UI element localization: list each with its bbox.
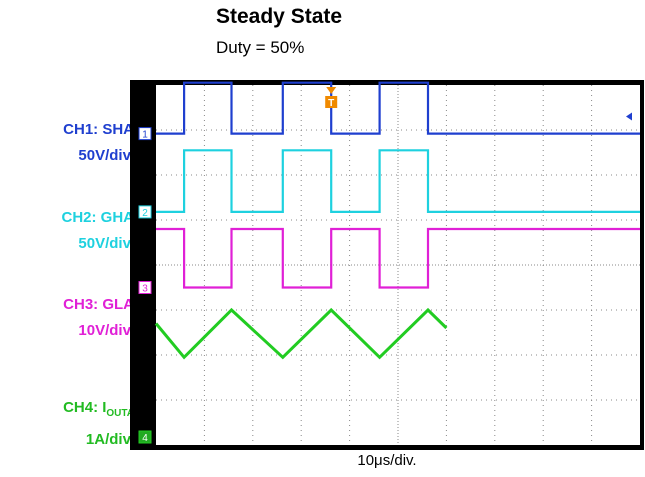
ch1-scale: 50V/div.	[78, 147, 134, 164]
ch1-level-arrow-icon	[626, 112, 632, 121]
ch2-label: CH2: GHA 50V/div.	[61, 205, 134, 257]
chart-subtitle: Duty = 50%	[216, 38, 305, 57]
ch4-name-prefix: CH4: I	[63, 399, 107, 416]
channel-markers: 1 2 3 4 T	[138, 87, 632, 444]
channel-3-marker-box	[138, 281, 152, 294]
ch4-label: CH4: IOUTA 1A/div.	[63, 395, 134, 453]
channel-1-marker-box	[138, 127, 152, 141]
trace-ch1	[156, 81, 640, 135]
trigger-marker-label: T	[328, 98, 334, 109]
scope-traces	[154, 81, 640, 360]
trigger-marker-box	[325, 96, 338, 108]
channel-3-marker-label: 3	[142, 284, 148, 295]
trace-ch4	[154, 307, 448, 360]
ch2-scale: 50V/div.	[78, 235, 134, 252]
ch1-label: CH1: SHA 50V/div.	[63, 117, 134, 169]
channel-4-marker-label: 4	[142, 433, 148, 444]
oscilloscope-plot: 1 2 3 4 T	[130, 80, 644, 450]
channel-2-marker-box	[138, 205, 152, 219]
ch1-name: CH1: SHA	[63, 121, 134, 138]
ch4-name-sub: OUTA	[106, 408, 134, 419]
x-axis-label: 10μs/div.	[357, 452, 417, 469]
ch4-scale: 1A/div.	[85, 431, 134, 448]
trigger-arrow-icon	[326, 87, 337, 94]
ch4-name: CH4: IOUTA	[63, 395, 134, 427]
scope-grid	[156, 85, 640, 445]
chart-title: Steady State	[216, 5, 343, 28]
ch2-name: CH2: GHA	[61, 209, 134, 226]
channel-2-marker-label: 2	[142, 208, 148, 219]
trace-ch3	[156, 227, 640, 289]
ch3-scale: 10V/div.	[78, 322, 134, 339]
ch3-label: CH3: GLA 10V/div.	[63, 292, 134, 344]
trace-ch2	[156, 149, 640, 213]
channel-1-marker-label: 1	[142, 130, 148, 141]
channel-4-marker-box	[138, 430, 152, 444]
ch3-name: CH3: GLA	[63, 296, 134, 313]
